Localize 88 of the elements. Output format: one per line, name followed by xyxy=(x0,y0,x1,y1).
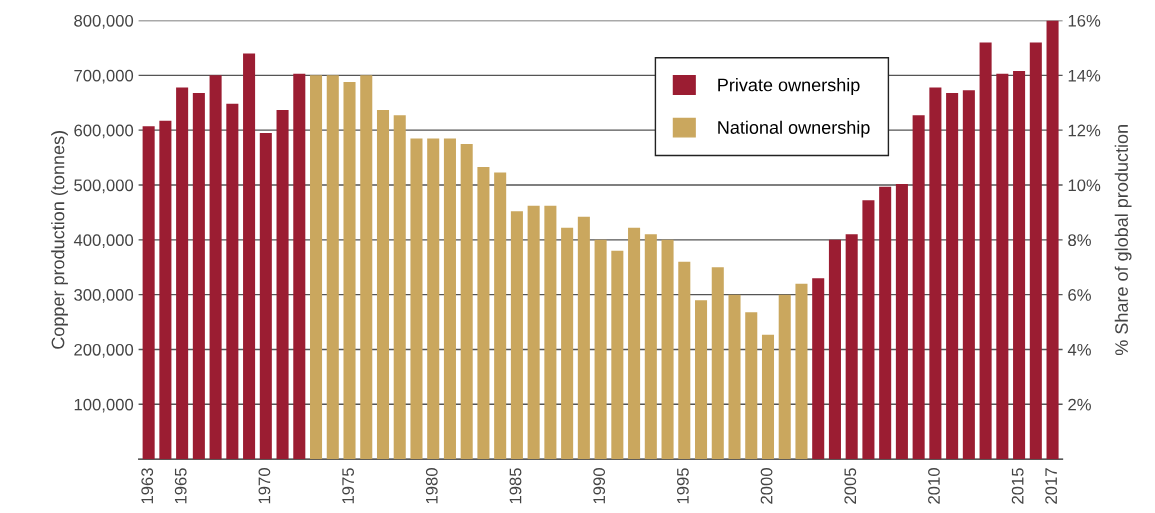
bar xyxy=(443,138,456,460)
bar xyxy=(159,120,172,460)
bar xyxy=(293,73,306,460)
y-tick-label: 600,000 xyxy=(74,124,134,139)
y2-tick-label: 10% xyxy=(1068,179,1101,192)
bar xyxy=(711,267,724,460)
bar xyxy=(644,234,657,460)
bar xyxy=(845,234,858,460)
legend-label: Private ownership xyxy=(718,78,860,95)
bar xyxy=(393,115,406,460)
bar xyxy=(594,239,607,460)
bar xyxy=(628,227,641,460)
bar xyxy=(276,109,289,460)
bar xyxy=(376,109,390,460)
bar xyxy=(862,200,875,460)
bar xyxy=(477,166,490,460)
bar xyxy=(678,261,691,460)
bar xyxy=(192,92,205,460)
bar xyxy=(561,227,574,460)
bar xyxy=(695,300,708,460)
x-tick-label: 1965 xyxy=(174,468,187,504)
bar xyxy=(510,211,523,460)
bar xyxy=(494,172,507,460)
x-tick-label: 1980 xyxy=(425,468,438,504)
bar xyxy=(996,73,1009,460)
bar xyxy=(661,239,674,460)
y2-tick-label: 6% xyxy=(1068,289,1091,301)
x-tick-label: 2017 xyxy=(1045,468,1058,504)
bar xyxy=(929,87,942,460)
bar xyxy=(812,278,825,460)
x-tick-label: 2005 xyxy=(844,468,857,504)
bar xyxy=(879,186,892,460)
y-tick-label: 200,000 xyxy=(74,343,134,358)
bar xyxy=(410,138,423,460)
x-tick-label: 1963 xyxy=(141,468,154,504)
bar xyxy=(979,42,992,460)
x-tick-label: 1975 xyxy=(342,468,354,504)
y-axis-title: Copper production (tonnes) xyxy=(51,131,68,349)
bar xyxy=(611,250,624,460)
bar xyxy=(427,138,440,460)
x-tick-label: 2015 xyxy=(1011,468,1024,504)
legend-label: National ownership xyxy=(718,120,870,138)
y-tick-label: 300,000 xyxy=(74,289,134,303)
bar xyxy=(360,75,373,460)
y-tick-label: 500,000 xyxy=(74,179,134,194)
x-tick-label: 2010 xyxy=(928,468,940,504)
bar xyxy=(745,312,758,460)
x-tick-label: 2000 xyxy=(760,468,773,504)
bar xyxy=(1029,42,1042,460)
y2-tick-label: 12% xyxy=(1068,124,1101,137)
bar xyxy=(460,143,473,460)
bar xyxy=(778,294,791,460)
y2-tick-label: 2% xyxy=(1068,398,1091,411)
bar xyxy=(326,75,339,460)
bar xyxy=(259,132,272,460)
bar xyxy=(946,92,959,460)
y2-tick-label: 8% xyxy=(1068,234,1091,247)
bar xyxy=(226,103,239,460)
y2-tick-label: 14% xyxy=(1068,69,1101,82)
bar xyxy=(176,87,189,460)
bar xyxy=(912,115,925,460)
y2-tick-label: 4% xyxy=(1067,343,1091,356)
x-tick-label: 1995 xyxy=(676,468,689,504)
bar xyxy=(728,294,741,460)
bar xyxy=(243,53,256,460)
x-tick-label: 1990 xyxy=(593,468,606,504)
bar xyxy=(761,334,775,460)
y-tick-label: 100,000 xyxy=(74,398,134,413)
bar xyxy=(577,216,590,460)
bar xyxy=(1046,20,1059,460)
x-tick-label: 1985 xyxy=(509,468,522,504)
y2-tick-label: 16% xyxy=(1068,14,1101,27)
bar xyxy=(1013,70,1026,460)
y2-axis-title: % Share of global production xyxy=(1114,125,1132,356)
bar xyxy=(895,183,908,460)
bar xyxy=(343,81,356,460)
bar xyxy=(209,75,222,460)
bar xyxy=(962,90,975,460)
x-tick-label: 1970 xyxy=(258,468,271,504)
y-tick-label: 700,000 xyxy=(74,69,134,84)
bar xyxy=(828,239,841,460)
bar xyxy=(544,205,557,460)
bar xyxy=(795,283,808,460)
y-tick-label: 800,000 xyxy=(74,14,134,29)
bar xyxy=(142,126,155,460)
bar xyxy=(310,75,323,460)
bar xyxy=(527,205,540,460)
y-tick-label: 400,000 xyxy=(73,234,134,248)
